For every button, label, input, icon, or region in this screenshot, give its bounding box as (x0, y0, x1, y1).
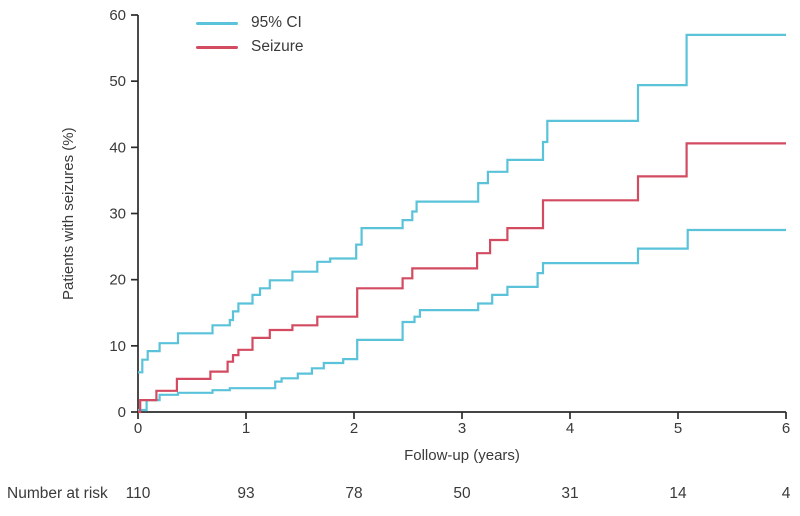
risk-value: 110 (125, 485, 151, 502)
y-tick-label: 0 (118, 404, 126, 421)
y-tick-label: 40 (109, 139, 126, 156)
y-tick-label: 60 (109, 7, 126, 24)
y-tick-label: 10 (109, 338, 126, 355)
legend-label-ci: 95% CI (251, 14, 302, 32)
chart-legend: 95% CI Seizure (196, 11, 304, 59)
x-tick-label: 2 (350, 420, 358, 437)
curve-95-ci-lower-bound (138, 228, 786, 412)
risk-value: 93 (237, 485, 255, 502)
risk-value: 31 (561, 485, 579, 502)
y-axis-title: Patients with seizures (%) (60, 127, 77, 300)
y-tick-label: 20 (109, 272, 126, 289)
x-tick-label: 0 (134, 420, 142, 437)
seizure-line-swatch (196, 45, 238, 49)
y-tick-label: 30 (109, 206, 126, 223)
x-tick-label: 1 (242, 420, 250, 437)
ci-line-swatch (196, 21, 238, 25)
curve-seizure (138, 142, 786, 414)
x-tick-label: 5 (674, 420, 682, 437)
legend-label-seizure: Seizure (251, 38, 304, 56)
x-tick-label: 4 (566, 420, 574, 437)
risk-value: 50 (453, 485, 471, 502)
risk-value: 4 (781, 485, 791, 502)
x-axis-title: Follow-up (years) (404, 447, 520, 464)
x-tick-label: 6 (782, 420, 790, 437)
risk-value: 78 (345, 485, 363, 502)
risk-value: 14 (669, 485, 687, 502)
legend-item-ci: 95% CI (196, 11, 304, 35)
y-tick-label: 50 (109, 73, 126, 90)
legend-item-seizure: Seizure (196, 35, 304, 59)
curve-95-ci-upper-bound (138, 33, 786, 374)
number-at-risk-label: Number at risk (7, 485, 108, 502)
axis-spines (137, 15, 786, 413)
x-tick-label: 3 (458, 420, 466, 437)
